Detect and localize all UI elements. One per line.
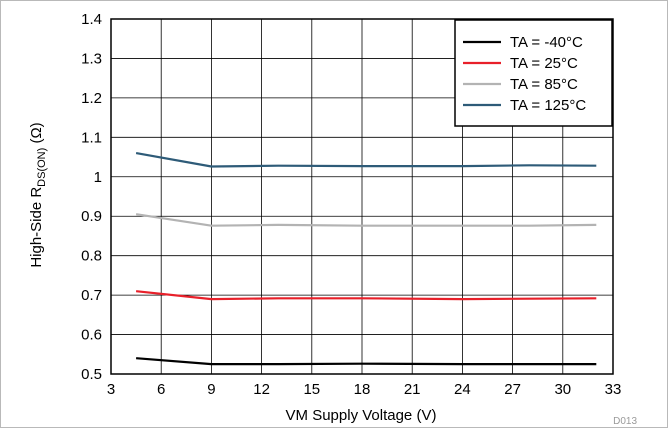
y-axis-label: High-Side RDS(ON) (Ω): [28, 122, 48, 267]
y-axis-label-unit: (Ω): [28, 122, 45, 147]
series-line: [135, 213, 597, 227]
series-line: [135, 152, 597, 168]
y-tick-label: 1.4: [81, 11, 102, 28]
y-tick-label: 1.2: [81, 90, 102, 107]
x-axis-label: VM Supply Voltage (V): [286, 407, 437, 424]
figure-code: D013: [613, 416, 637, 427]
x-tick-label: 21: [404, 381, 421, 398]
y-tick-label: 1.1: [81, 129, 102, 146]
x-tick-label: 30: [554, 381, 571, 398]
x-tick-label: 27: [504, 381, 521, 398]
y-tick-label: 1: [94, 169, 102, 186]
legend-label: TA = 25°C: [510, 55, 578, 72]
x-tick-label: 18: [354, 381, 371, 398]
y-tick-label: 0.7: [81, 287, 102, 304]
y-axis-label-sub: DS(ON): [36, 148, 48, 187]
x-tick-label: 12: [253, 381, 270, 398]
x-tick-label: 9: [207, 381, 215, 398]
x-tick-label: 3: [107, 381, 115, 398]
y-tick-label: 1.3: [81, 50, 102, 67]
y-tick-label: 0.5: [81, 366, 102, 383]
y-axis-label-main: High-Side R: [28, 187, 45, 268]
x-tick-label: 33: [605, 381, 622, 398]
x-tick-label: 15: [303, 381, 320, 398]
series-lines: [135, 152, 597, 366]
y-tick-label: 0.6: [81, 327, 102, 344]
legend-box: [454, 19, 613, 127]
y-tick-label: 0.9: [81, 208, 102, 225]
legend: TA = -40°C TA = 25°C TA = 85°C TA = 125°C: [454, 19, 613, 127]
series-line: [136, 357, 597, 366]
y-tick-label: 0.8: [81, 248, 102, 265]
legend-label: TA = 125°C: [510, 97, 586, 114]
legend-label: TA = -40°C: [510, 34, 583, 51]
legend-label: TA = 85°C: [510, 76, 578, 93]
y-tick-labels: 0.5 0.6 0.7 0.8 0.9 1 1.1 1.2 1.3 1.4: [81, 11, 102, 383]
x-tick-label: 6: [157, 381, 165, 398]
x-tick-label: 24: [454, 381, 471, 398]
x-tick-labels: 3 6 9 12 15 18 21 24 27 30 33: [107, 381, 622, 398]
series-line: [135, 290, 597, 301]
plot-border: [110, 18, 614, 375]
